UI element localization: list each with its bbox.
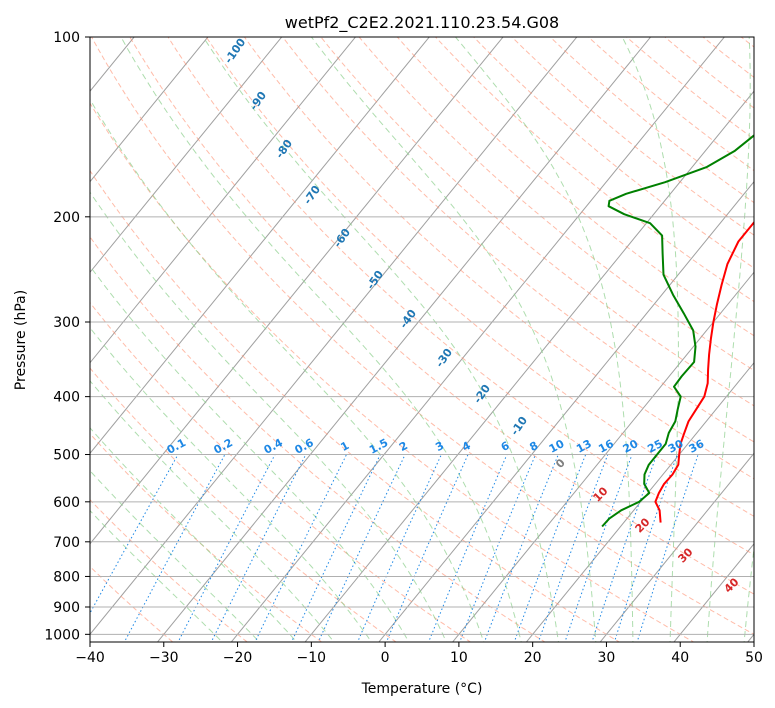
moist-adiabat-line — [90, 98, 485, 642]
isotherm-line — [378, 180, 754, 642]
mixing-ratio-line — [290, 454, 381, 642]
dry-adiabat-line — [90, 169, 621, 642]
mixing-ratio-line — [459, 454, 536, 642]
y-tick-label: 600 — [53, 495, 80, 511]
chart-title: wetPf2_C2E2.2021.110.23.54.G08 — [285, 13, 559, 33]
mixing-ratio-label: 20 — [621, 437, 641, 456]
moist-adiabat-line — [90, 327, 373, 642]
dry-adiabat-line — [90, 236, 546, 642]
x-tick-label: 40 — [671, 650, 689, 666]
mixing-ratio-line — [428, 454, 508, 642]
y-tick-label: 300 — [53, 315, 80, 331]
moist-adiabat-line — [454, 37, 634, 642]
isotherm-line — [525, 361, 754, 642]
moist-adiabat-line — [90, 191, 447, 642]
isotherm-line — [230, 37, 726, 642]
mixing-ratio-line — [591, 454, 658, 642]
moist-adiabat-line — [621, 37, 679, 642]
mixing-ratio-label: 16 — [596, 437, 616, 456]
x-tick-label: −20 — [223, 650, 253, 666]
isotherm-line — [90, 37, 504, 545]
dry-adiabat-line — [282, 37, 754, 443]
y-tick-label: 100 — [53, 30, 80, 46]
y-tick-label: 1000 — [44, 627, 80, 643]
isobar-gridlines — [90, 37, 754, 635]
isotherm-line — [673, 543, 754, 642]
moist-adiabat-line — [743, 544, 754, 642]
y-axis-label: Pressure (hPa) — [13, 290, 29, 390]
y-axis: 100 200 300 400 500 600 700 800 900 1000 — [44, 30, 90, 643]
dry-adiabat-line — [129, 37, 754, 595]
y-tick-label: 700 — [53, 535, 80, 551]
dry-adiabat-line — [90, 433, 323, 642]
mixing-ratio-label: 36 — [687, 437, 707, 456]
dry-adiabat-line — [90, 102, 695, 642]
isotherm-line — [90, 37, 209, 183]
x-tick-label: −30 — [149, 650, 179, 666]
x-tick-label: 30 — [598, 650, 616, 666]
mixing-ratio-line — [123, 454, 226, 642]
x-tick-label: 50 — [745, 650, 763, 666]
plot-background — [90, 37, 754, 642]
dry-adiabat-line — [90, 565, 174, 642]
dry-adiabat-line — [90, 498, 248, 642]
isotherm-line — [90, 37, 283, 274]
moist-adiabat-line — [90, 380, 335, 642]
mixing-ratio-line — [613, 454, 678, 642]
x-tick-label: 10 — [450, 650, 468, 666]
mixing-ratio-line — [636, 454, 699, 642]
mixing-ratio-line — [537, 454, 609, 642]
y-tick-label: 900 — [53, 600, 80, 616]
dry-adiabat-line — [91, 37, 754, 635]
y-tick-label: 800 — [53, 569, 80, 585]
mixing-ratio-line — [177, 454, 276, 642]
mixing-ratio-line — [564, 454, 633, 642]
x-tick-label: 0 — [381, 650, 390, 666]
mixing-ratio-label: 13 — [574, 437, 594, 456]
moist-adiabat-line — [202, 37, 560, 642]
dry-adiabat-line — [90, 367, 397, 642]
isotherm-line — [304, 90, 754, 642]
dry-adiabat-line — [90, 301, 472, 642]
mixing-ratio-label: 10 — [547, 437, 567, 456]
isotherm-line — [451, 271, 754, 642]
moist-adiabat-line — [90, 427, 298, 642]
mixing-ratio-line — [483, 454, 559, 642]
x-tick-label: −10 — [297, 650, 327, 666]
mixing-ratio-label: 25 — [645, 437, 665, 456]
dry-adiabat-line — [205, 37, 754, 517]
x-axis: −40 −30 −20 −10 0 10 20 30 40 50 — [75, 642, 763, 666]
moist-adiabat-line — [120, 37, 522, 642]
isotherm-line — [90, 37, 357, 364]
moist-adiabat-line — [706, 37, 751, 642]
isotherm-line — [90, 37, 430, 455]
plot-frame — [89, 36, 755, 643]
moist-adiabat-line — [90, 509, 223, 642]
moist-adiabat-line — [310, 37, 597, 642]
dry-adiabat-line — [320, 37, 754, 407]
mixing-ratio-label: 30 — [666, 437, 686, 456]
x-axis-label: Temperature (°C) — [361, 681, 483, 697]
y-tick-label: 400 — [53, 390, 80, 406]
x-tick-label: −40 — [75, 650, 105, 666]
background-lines — [90, 37, 754, 642]
mixing-ratio-line — [513, 454, 587, 642]
isotherm-line — [90, 37, 578, 636]
y-tick-label: 500 — [53, 448, 80, 464]
dewpoint-line — [601, 134, 754, 528]
mixing-ratio-line — [210, 454, 307, 642]
mixing-ratio-line — [254, 454, 347, 642]
profile-series — [601, 134, 754, 528]
moist-adiabat-line — [90, 469, 261, 642]
moist-adiabat-line — [90, 265, 410, 642]
dry-adiabat-line — [434, 37, 754, 303]
temperature-line — [654, 220, 754, 523]
isotherm-line — [599, 452, 754, 642]
x-tick-label: 20 — [524, 650, 542, 666]
y-tick-label: 200 — [53, 210, 80, 226]
isotherm-line — [156, 37, 652, 642]
